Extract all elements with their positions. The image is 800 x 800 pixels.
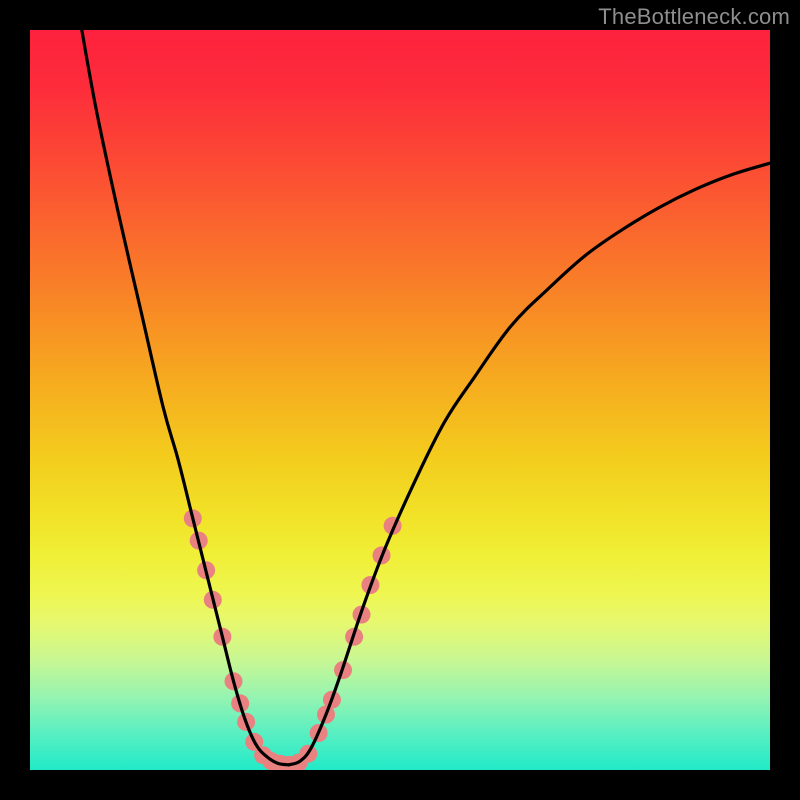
bottleneck-curve: [30, 30, 770, 770]
chart-frame: TheBottleneck.com: [0, 0, 800, 800]
curve-left-branch: [82, 30, 289, 765]
plot-area: [30, 30, 770, 770]
curve-right-branch: [289, 163, 770, 765]
scatter-dots: [184, 509, 402, 770]
watermark: TheBottleneck.com: [598, 4, 790, 30]
